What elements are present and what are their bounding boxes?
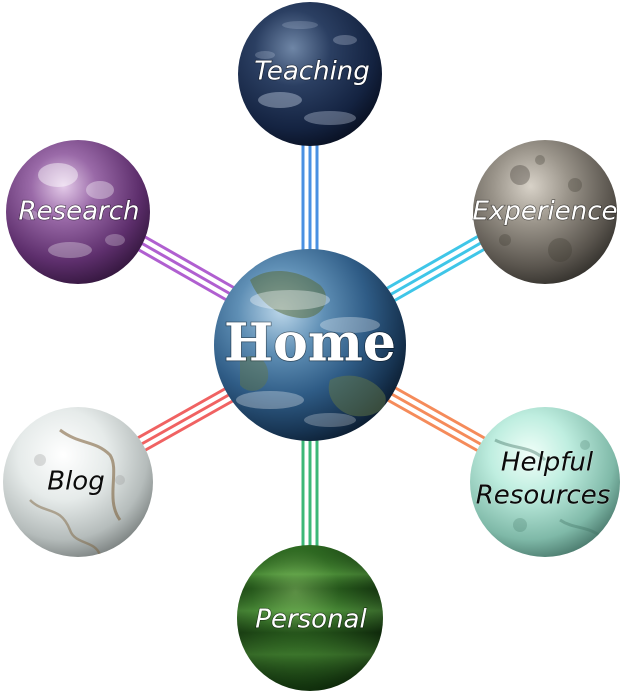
helpful-resources-planet-icon <box>470 407 620 557</box>
connector-experience <box>383 232 491 304</box>
teaching-planet-icon <box>238 2 382 146</box>
connector-helpful-resources <box>383 384 489 454</box>
research-planet-texture <box>22 163 125 258</box>
research-label: Research <box>19 197 140 227</box>
teaching-label: Teaching <box>254 57 370 87</box>
research-planet-icon <box>6 140 150 284</box>
helpful-label-line2: Resources <box>476 481 611 511</box>
personal-label: Personal <box>255 605 367 635</box>
helpful-resources-planet-link[interactable]: Helpful Resources <box>470 407 620 557</box>
connector-research <box>131 232 239 304</box>
experience-planet-link[interactable]: Experience <box>472 140 618 284</box>
earth-globe-texture <box>236 270 386 427</box>
connector-teaching <box>299 140 321 260</box>
connector-blog <box>133 384 239 454</box>
blog-label: Blog <box>47 467 104 497</box>
experience-label: Experience <box>473 197 618 227</box>
helpful-label-line1: Helpful <box>501 448 594 478</box>
personal-planet-link[interactable]: Personal <box>237 545 383 691</box>
blog-planet-icon <box>3 407 153 557</box>
blog-planet-texture <box>29 428 125 556</box>
experience-planet-texture <box>499 155 582 262</box>
teaching-planet-texture <box>255 21 357 125</box>
experience-planet-icon <box>473 140 617 284</box>
personal-planet-texture <box>237 545 383 691</box>
research-planet-link[interactable]: Research <box>6 140 150 284</box>
connector-personal <box>301 430 319 552</box>
home-label: Home <box>224 313 396 374</box>
blog-planet-link[interactable]: Blog <box>3 407 153 557</box>
home-planet-link[interactable]: Home <box>214 249 406 441</box>
teaching-planet-link[interactable]: Teaching <box>238 2 382 146</box>
